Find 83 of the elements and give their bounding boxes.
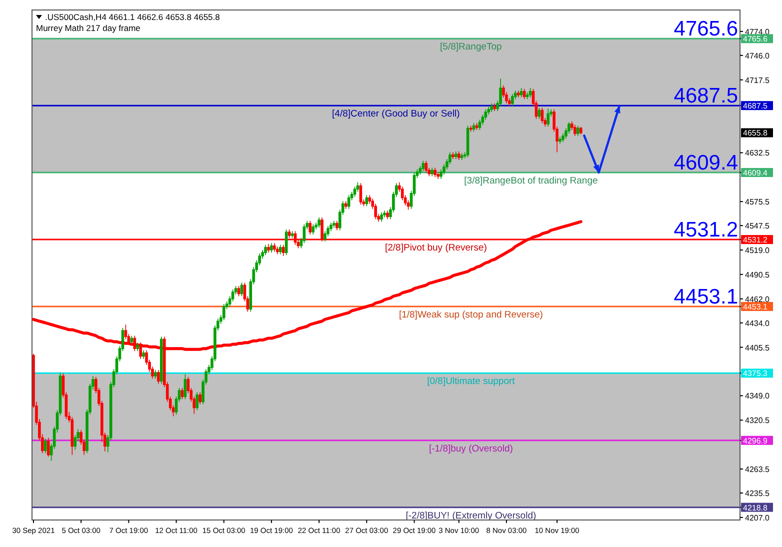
candlestick: [198, 392, 202, 405]
y-tick-label: 4405.5: [745, 343, 770, 352]
annotation: 4531.2: [674, 218, 738, 242]
ref-line-label: [1/8]Weak sup (stop and Reverse): [398, 309, 543, 320]
candlestick: [493, 103, 496, 112]
y-tick-label: 4375.3: [743, 369, 768, 378]
y-tick-label: 4490.5: [745, 270, 770, 280]
candlestick: [290, 230, 294, 238]
candlestick: [380, 212, 383, 222]
candlestick: [44, 438, 47, 454]
ref-line-label: [2/8]Pivot buy (Reverse): [385, 242, 487, 254]
candlestick: [574, 124, 576, 136]
candlestick: [264, 244, 267, 256]
y-tick-label: 4462.0: [745, 294, 770, 304]
chart-title: .US500Cash,H4 4661.1 4662.6 4653.8 4655.8: [45, 12, 220, 22]
annotation: 4687.5: [674, 84, 738, 108]
candlestick: [312, 224, 315, 235]
candlestick: [318, 217, 320, 228]
candlestick: [516, 90, 520, 98]
text: Murrey Math 217 day frame: [36, 23, 141, 33]
candlestick: [282, 244, 285, 256]
y-tick-label: 4531.2: [743, 236, 768, 245]
y-tick-label: 4687.5: [743, 102, 768, 111]
candlestick: [270, 242, 273, 253]
annotation: 4765.6: [674, 18, 738, 41]
ref-line-label: [5/8]RangeTop: [440, 42, 502, 53]
candlestick: [546, 108, 550, 127]
y-tick-label: 4575.5: [745, 198, 770, 207]
candlestick: [142, 350, 145, 360]
candlestick: [332, 220, 336, 228]
candlestick: [452, 152, 454, 160]
y-tick-label: 4519.0: [745, 246, 770, 255]
annotation: 4453.1: [674, 285, 738, 308]
ref-line-label: [0/8]Ultimate support: [427, 376, 516, 388]
candlestick: [276, 246, 279, 255]
candlestick: [576, 125, 580, 136]
candlestick: [528, 88, 532, 98]
candlestick: [490, 103, 494, 112]
y-tick-label: 4207.0: [745, 513, 770, 522]
y-tick-label: 4320.5: [745, 416, 770, 426]
ref-line-label: [-2/8]BUY! (Extremly Oversold): [406, 510, 536, 522]
candlestick: [454, 151, 458, 160]
ref-line-label: [3/8]RangeBot of trading Range: [464, 176, 598, 187]
candlestick: [278, 244, 282, 255]
candlestick: [336, 220, 338, 231]
ref-line-label: [-1/8]buy (Oversold): [428, 443, 513, 454]
y-tick-label: 4453.1: [743, 302, 768, 312]
annotation: 4609.4: [674, 152, 738, 175]
y-tick-label: 4235.5: [745, 489, 770, 498]
candlestick: [383, 210, 386, 218]
candlestick: [457, 151, 460, 160]
y-tick-label: 4717.5: [745, 76, 770, 85]
y-tick-label: 4349.0: [745, 392, 770, 401]
candlestick: [386, 210, 389, 220]
y-tick-label: 4263.5: [745, 465, 770, 474]
ref-line-label: [4/8]Center (Good Buy or Sell): [332, 108, 460, 120]
candlestick: [160, 336, 163, 384]
candlestick: [46, 437, 50, 457]
candlestick: [308, 220, 312, 235]
candlestick: [157, 370, 160, 384]
y-tick-label: 4218.8: [743, 503, 768, 512]
text: 4655.8: [743, 128, 768, 138]
y-tick-label: 4296.9: [743, 436, 768, 446]
candlestick: [222, 304, 226, 321]
candlestick: [154, 370, 157, 379]
y-tick-label: 4765.6: [743, 34, 768, 44]
candlestick: [436, 172, 440, 180]
candlestick: [267, 244, 270, 253]
candlestick: [273, 242, 276, 252]
candlestick: [136, 342, 140, 352]
y-tick-label: 4547.5: [745, 222, 770, 231]
candlestick: [558, 136, 562, 144]
candlestick: [434, 167, 436, 178]
candlestick: [475, 122, 478, 130]
candlestick: [196, 392, 198, 411]
candlestick: [511, 94, 514, 106]
candlestick: [520, 88, 523, 98]
y-tick-label: 4632.5: [745, 148, 770, 158]
y-tick-label: 4434.0: [745, 318, 770, 328]
candlestick: [460, 152, 464, 160]
candlestick: [430, 167, 434, 177]
y-tick-label: 4609.4: [743, 168, 768, 178]
y-tick-label: 4746.0: [745, 51, 770, 60]
